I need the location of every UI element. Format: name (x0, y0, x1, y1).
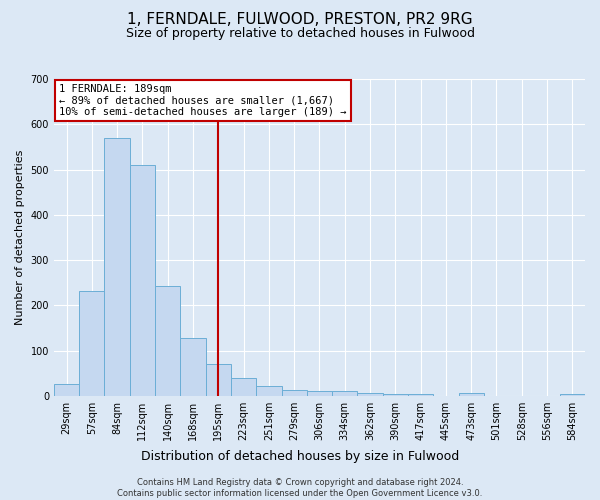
Bar (130, 165, 155, 396)
Bar (408, 394, 433, 396)
Bar (54, 384, 79, 396)
Bar (155, 286, 181, 396)
Bar (307, 391, 332, 396)
Text: Contains HM Land Registry data © Crown copyright and database right 2024.
Contai: Contains HM Land Registry data © Crown c… (118, 478, 482, 498)
Bar (458, 392, 484, 396)
Bar (560, 394, 585, 396)
Bar (79, 291, 104, 396)
Bar (104, 138, 130, 396)
Bar (256, 386, 281, 396)
Bar (231, 378, 256, 396)
Bar (358, 393, 383, 396)
Bar (332, 391, 358, 396)
Bar (181, 338, 206, 396)
Text: 1 FERNDALE: 189sqm
← 89% of detached houses are smaller (1,667)
10% of semi-deta: 1 FERNDALE: 189sqm ← 89% of detached hou… (59, 84, 347, 117)
Text: Size of property relative to detached houses in Fulwood: Size of property relative to detached ho… (125, 28, 475, 40)
Y-axis label: Number of detached properties: Number of detached properties (15, 150, 25, 325)
Text: Distribution of detached houses by size in Fulwood: Distribution of detached houses by size … (141, 450, 459, 463)
Bar (383, 394, 408, 396)
Bar (206, 364, 231, 396)
Text: 1, FERNDALE, FULWOOD, PRESTON, PR2 9RG: 1, FERNDALE, FULWOOD, PRESTON, PR2 9RG (127, 12, 473, 28)
Bar (281, 390, 307, 396)
